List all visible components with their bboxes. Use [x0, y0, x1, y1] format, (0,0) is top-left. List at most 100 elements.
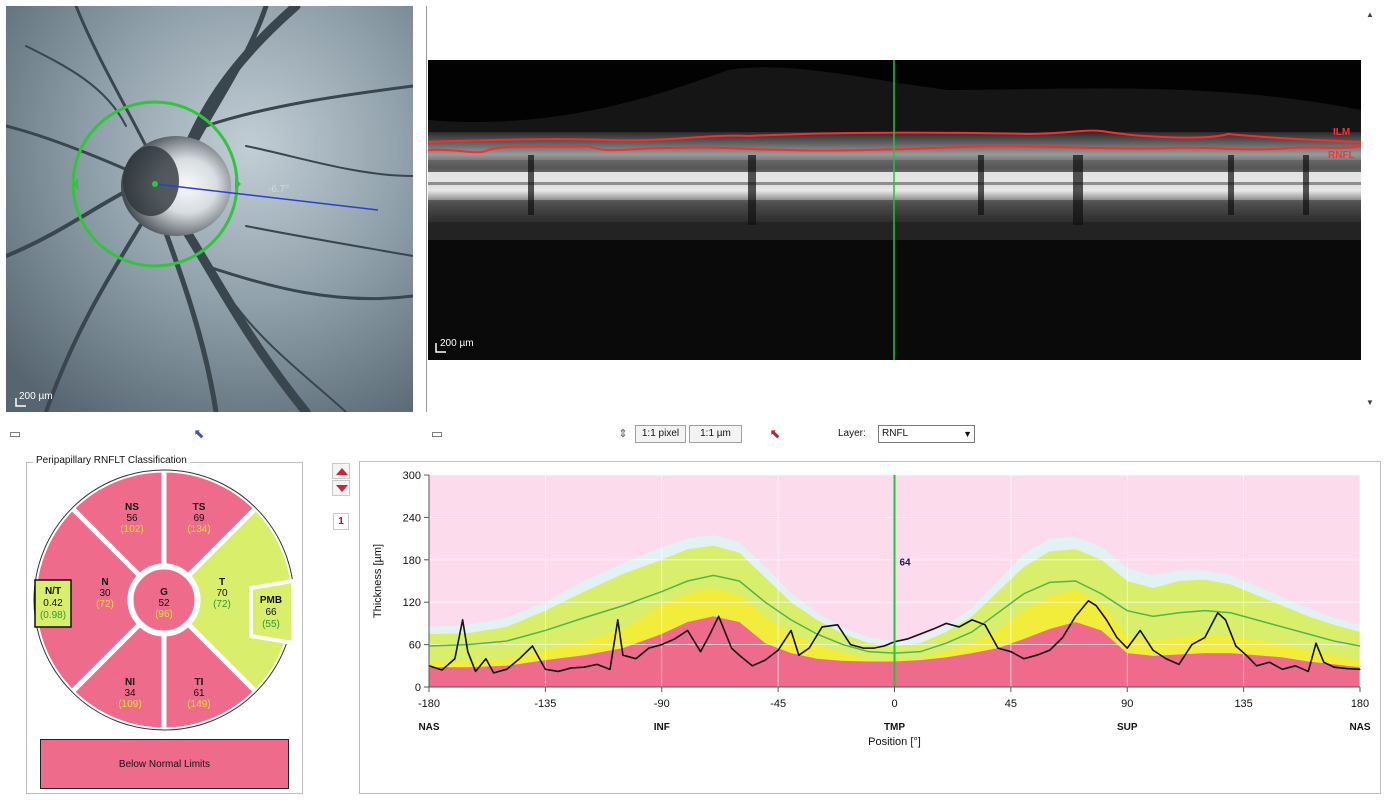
patient-point	[1359, 668, 1361, 670]
sector-g	[130, 566, 198, 634]
patient-point	[454, 658, 456, 660]
sector-name: TS	[193, 502, 206, 513]
micron-scale-button[interactable]: 1:1 µm	[689, 425, 742, 443]
sector-name: TI	[195, 677, 204, 688]
patient-point	[777, 649, 779, 651]
y-tick-label: 0	[415, 682, 421, 694]
x-tick-label: -135	[534, 698, 556, 710]
oct-scale-bar-icon	[435, 343, 446, 353]
y-axis-title: Thickness [µm]	[372, 544, 384, 618]
patient-point	[474, 670, 477, 673]
y-tick-label: 240	[403, 512, 421, 524]
sector-name: NS	[125, 502, 139, 513]
cursor-tool-icon[interactable]: ⬉	[193, 426, 205, 441]
svg-text:(0.98): (0.98)	[40, 610, 66, 621]
scale-bar-icon	[15, 398, 26, 407]
ilm-layer-label: ILM	[1333, 127, 1351, 138]
oct-bscan-image[interactable]: ILM RNFL 200 µm	[428, 60, 1361, 360]
patient-point	[751, 665, 753, 667]
patient-point	[1245, 654, 1247, 656]
layer-select-value: RNFL	[882, 428, 909, 439]
fundus-image[interactable]: -6.7° 200 µm	[6, 6, 413, 412]
sector-value: 70	[216, 588, 228, 599]
sector-reference: (102)	[120, 524, 143, 535]
patient-point	[518, 658, 521, 660]
patient-point	[764, 659, 766, 661]
patient-point	[1255, 665, 1258, 667]
patient-point	[707, 636, 709, 639]
patient-point	[1105, 619, 1108, 621]
fovea-disc-axis-line[interactable]	[154, 183, 379, 211]
patient-point	[798, 654, 800, 656]
patient-point	[609, 668, 611, 670]
svg-text:PMB: PMB	[260, 595, 282, 606]
patient-point	[738, 654, 740, 656]
oct-cursor-tool-icon[interactable]: ⬉	[769, 426, 781, 441]
svg-text:N/T: N/T	[45, 586, 61, 597]
patient-point	[648, 647, 650, 649]
pixel-scale-button[interactable]: 1:1 pixel	[635, 425, 686, 443]
patient-point	[699, 651, 702, 653]
region-label: INF	[654, 722, 670, 733]
copy-oct-icon[interactable]: ▭	[430, 426, 444, 441]
patient-point	[1268, 661, 1271, 663]
patient-point	[1010, 651, 1012, 653]
scroll-down-icon[interactable]: ▼	[1366, 398, 1374, 407]
patient-point	[622, 654, 624, 656]
sector-name: G	[160, 587, 168, 598]
patient-point	[531, 645, 534, 647]
rnfl-segmentation-line	[428, 144, 1361, 154]
patient-point	[1061, 636, 1064, 639]
patient-point	[849, 644, 852, 646]
sector-reference: (109)	[118, 699, 141, 710]
svg-text:0.42: 0.42	[43, 598, 63, 609]
patient-point	[873, 647, 875, 649]
region-label: NAS	[418, 722, 439, 733]
patient-point	[462, 619, 464, 621]
classification-wheel: NS56(102)TS69(134)N30(72)G52(96)T70(72)N…	[31, 467, 297, 733]
svg-text:66: 66	[265, 607, 277, 618]
rnfl-layer-label: RNFL	[1328, 150, 1355, 161]
vertical-stretch-icon[interactable]: ⇕	[618, 428, 628, 440]
patient-point	[1323, 661, 1325, 663]
patient-point	[919, 633, 921, 635]
patient-point	[1204, 636, 1206, 639]
x-tick-label: -45	[770, 698, 786, 710]
patient-point	[883, 645, 885, 647]
page-up-button[interactable]	[332, 463, 350, 479]
y-tick-label: 300	[403, 470, 421, 482]
sector-value: 34	[124, 688, 136, 699]
classification-panel: NS 56 (102) TS 69 (134) N 30 (72) G 52 (96) T 70 (72) N…	[26, 462, 303, 794]
copy-icon[interactable]: ▭	[8, 426, 22, 441]
classification-title: Peripapillary RNFLT Classification	[33, 455, 190, 466]
patient-point	[1346, 668, 1348, 670]
patient-point	[808, 647, 810, 649]
layer-select[interactable]: RNFL ▼	[878, 425, 975, 443]
svg-text:(55): (55)	[262, 619, 280, 630]
sector-reference: (72)	[96, 599, 114, 610]
patient-point	[1178, 663, 1180, 665]
ilm-segmentation-line	[428, 129, 1361, 143]
thickness-chart[interactable]: 64 0 60 120 180 240 300 -180 -135 -90 -45 0 45 90 135 1…	[359, 461, 1381, 794]
sector-value: 69	[193, 513, 205, 524]
patient-point	[635, 658, 637, 660]
patient-point	[583, 666, 585, 668]
below-normal-limits-legend: Below Normal Limits	[40, 739, 289, 789]
patient-point	[821, 626, 823, 628]
scroll-up-icon[interactable]: ▲	[1366, 10, 1374, 19]
sector-reference: (72)	[213, 599, 231, 610]
oct-scale-label: 200 µm	[440, 338, 474, 349]
sector-label-g: G52(96)	[155, 587, 173, 620]
patient-point	[958, 626, 960, 628]
sector-reference: (134)	[187, 524, 210, 535]
normative-mean-line	[428, 574, 1361, 654]
chevron-down-icon: ▼	[963, 429, 972, 439]
patient-point	[1049, 649, 1051, 651]
patient-point	[441, 669, 443, 671]
patient-point	[1116, 636, 1118, 639]
page-down-button[interactable]	[332, 480, 350, 496]
thickness-chart-frame	[359, 461, 1381, 794]
